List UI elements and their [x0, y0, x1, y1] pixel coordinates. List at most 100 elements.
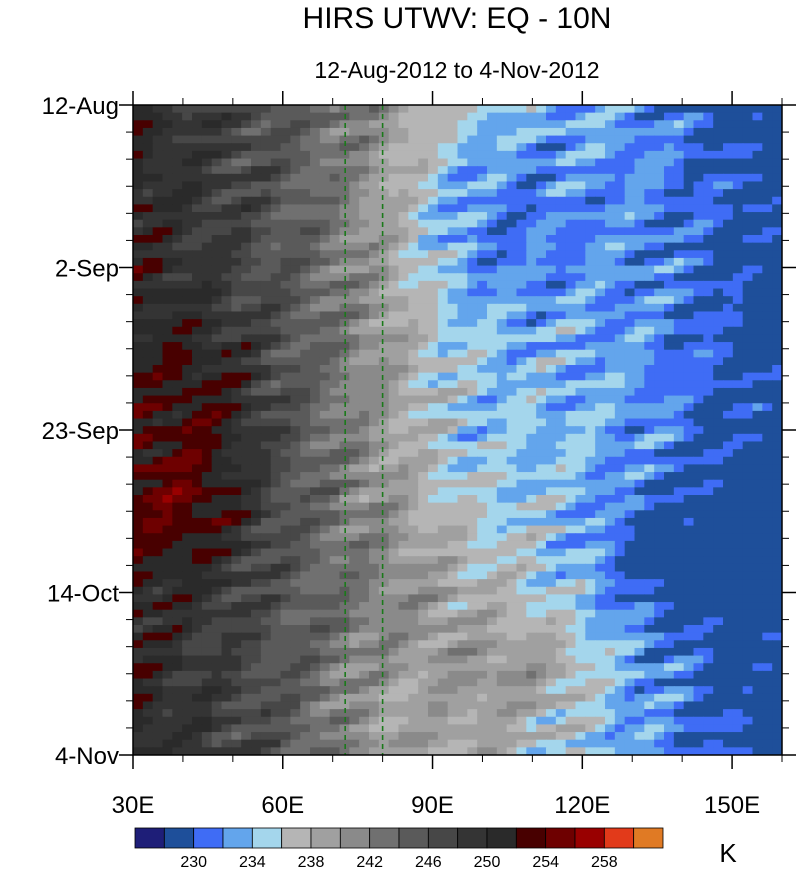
- heatmap-cell: [260, 449, 272, 458]
- heatmap-cell: [388, 380, 400, 389]
- heatmap-cell: [605, 181, 616, 190]
- heatmap-cell: [487, 517, 498, 527]
- heatmap-cell: [231, 273, 242, 282]
- heatmap-cell: [742, 242, 754, 251]
- heatmap-cell: [772, 556, 782, 565]
- heatmap-cell: [605, 219, 616, 228]
- heatmap-cell: [555, 120, 567, 129]
- heatmap-cell: [388, 196, 400, 206]
- heatmap-cell: [664, 288, 675, 297]
- heatmap-cell: [428, 387, 439, 397]
- heatmap-cell: [605, 326, 616, 336]
- heatmap-cell: [713, 456, 724, 466]
- heatmap-cell: [487, 426, 498, 435]
- heatmap-cell: [300, 678, 311, 687]
- heatmap-cell: [555, 579, 567, 588]
- heatmap-cell: [319, 533, 331, 542]
- heatmap-cell: [241, 242, 252, 251]
- heatmap-cell: [251, 571, 262, 580]
- heatmap-cell: [359, 563, 370, 573]
- heatmap-cell: [595, 525, 606, 534]
- heatmap-cell: [192, 571, 203, 580]
- heatmap-cell: [664, 617, 675, 626]
- heatmap-cell: [546, 319, 557, 328]
- heatmap-cell: [339, 250, 350, 259]
- heatmap-cell: [536, 548, 547, 557]
- heatmap-cell: [772, 150, 782, 160]
- heatmap-cell: [683, 357, 695, 366]
- heatmap-cell: [319, 609, 331, 618]
- heatmap-cell: [536, 296, 547, 305]
- heatmap-cell: [300, 196, 311, 206]
- heatmap-cell: [182, 426, 193, 435]
- heatmap-cell: [280, 655, 291, 664]
- heatmap-cell: [260, 319, 272, 328]
- heatmap-cell: [152, 487, 164, 496]
- heatmap-cell: [221, 548, 232, 557]
- heatmap-cell: [575, 670, 586, 680]
- heatmap-cell: [605, 548, 616, 557]
- heatmap-cell: [487, 540, 498, 550]
- heatmap-cell: [664, 403, 675, 412]
- heatmap-cell: [732, 441, 744, 450]
- heatmap-cell: [172, 380, 183, 389]
- heatmap-cell: [428, 380, 439, 389]
- heatmap-cell: [477, 647, 488, 657]
- heatmap-cell: [467, 441, 478, 450]
- heatmap-cell: [693, 105, 704, 114]
- heatmap-cell: [192, 510, 203, 519]
- heatmap-cell: [378, 525, 390, 534]
- heatmap-cell: [693, 548, 704, 557]
- heatmap-cell: [703, 319, 714, 328]
- heatmap-cell: [496, 670, 508, 680]
- heatmap-cell: [221, 357, 232, 366]
- heatmap-cell: [369, 678, 380, 687]
- heatmap-cell: [644, 403, 655, 412]
- heatmap-cell: [487, 617, 498, 626]
- heatmap-cell: [378, 265, 390, 274]
- heatmap-cell: [487, 647, 498, 657]
- heatmap-cell: [693, 296, 704, 305]
- heatmap-cell: [260, 334, 272, 343]
- heatmap-cell: [251, 426, 262, 435]
- heatmap-cell: [673, 219, 685, 228]
- heatmap-cell: [772, 395, 782, 404]
- heatmap-cell: [310, 495, 321, 504]
- heatmap-cell: [192, 670, 203, 680]
- heatmap-cell: [408, 235, 419, 244]
- heatmap-cell: [605, 472, 616, 481]
- heatmap-cell: [369, 579, 380, 588]
- heatmap-cell: [192, 250, 203, 259]
- heatmap-cell: [713, 579, 724, 588]
- heatmap-cell: [290, 288, 301, 297]
- heatmap-cell: [664, 319, 675, 328]
- heatmap-cell: [398, 387, 409, 397]
- heatmap-cell: [339, 403, 350, 412]
- heatmap-cell: [585, 250, 596, 259]
- heatmap-cell: [221, 625, 232, 634]
- heatmap-cell: [437, 670, 449, 680]
- heatmap-cell: [742, 334, 754, 343]
- heatmap-cell: [624, 395, 636, 404]
- heatmap-cell: [634, 273, 645, 282]
- heatmap-cell: [369, 135, 380, 144]
- heatmap-cell: [614, 166, 626, 175]
- heatmap-cell: [723, 479, 734, 488]
- heatmap-cell: [565, 594, 577, 603]
- heatmap-cell: [300, 617, 311, 626]
- heatmap-cell: [565, 189, 577, 198]
- heatmap-cell: [369, 472, 380, 481]
- heatmap-cell: [418, 112, 429, 121]
- heatmap-cell: [624, 372, 636, 381]
- heatmap-cell: [270, 456, 282, 466]
- heatmap-cell: [614, 556, 626, 565]
- heatmap-cell: [516, 586, 527, 596]
- heatmap-cell: [231, 678, 242, 687]
- heatmap-cell: [703, 196, 714, 206]
- heatmap-cell: [664, 586, 675, 596]
- heatmap-cell: [654, 647, 665, 657]
- heatmap-cell: [506, 212, 518, 221]
- heatmap-cell: [447, 586, 459, 596]
- heatmap-cell: [251, 158, 262, 167]
- heatmap-cell: [752, 365, 763, 374]
